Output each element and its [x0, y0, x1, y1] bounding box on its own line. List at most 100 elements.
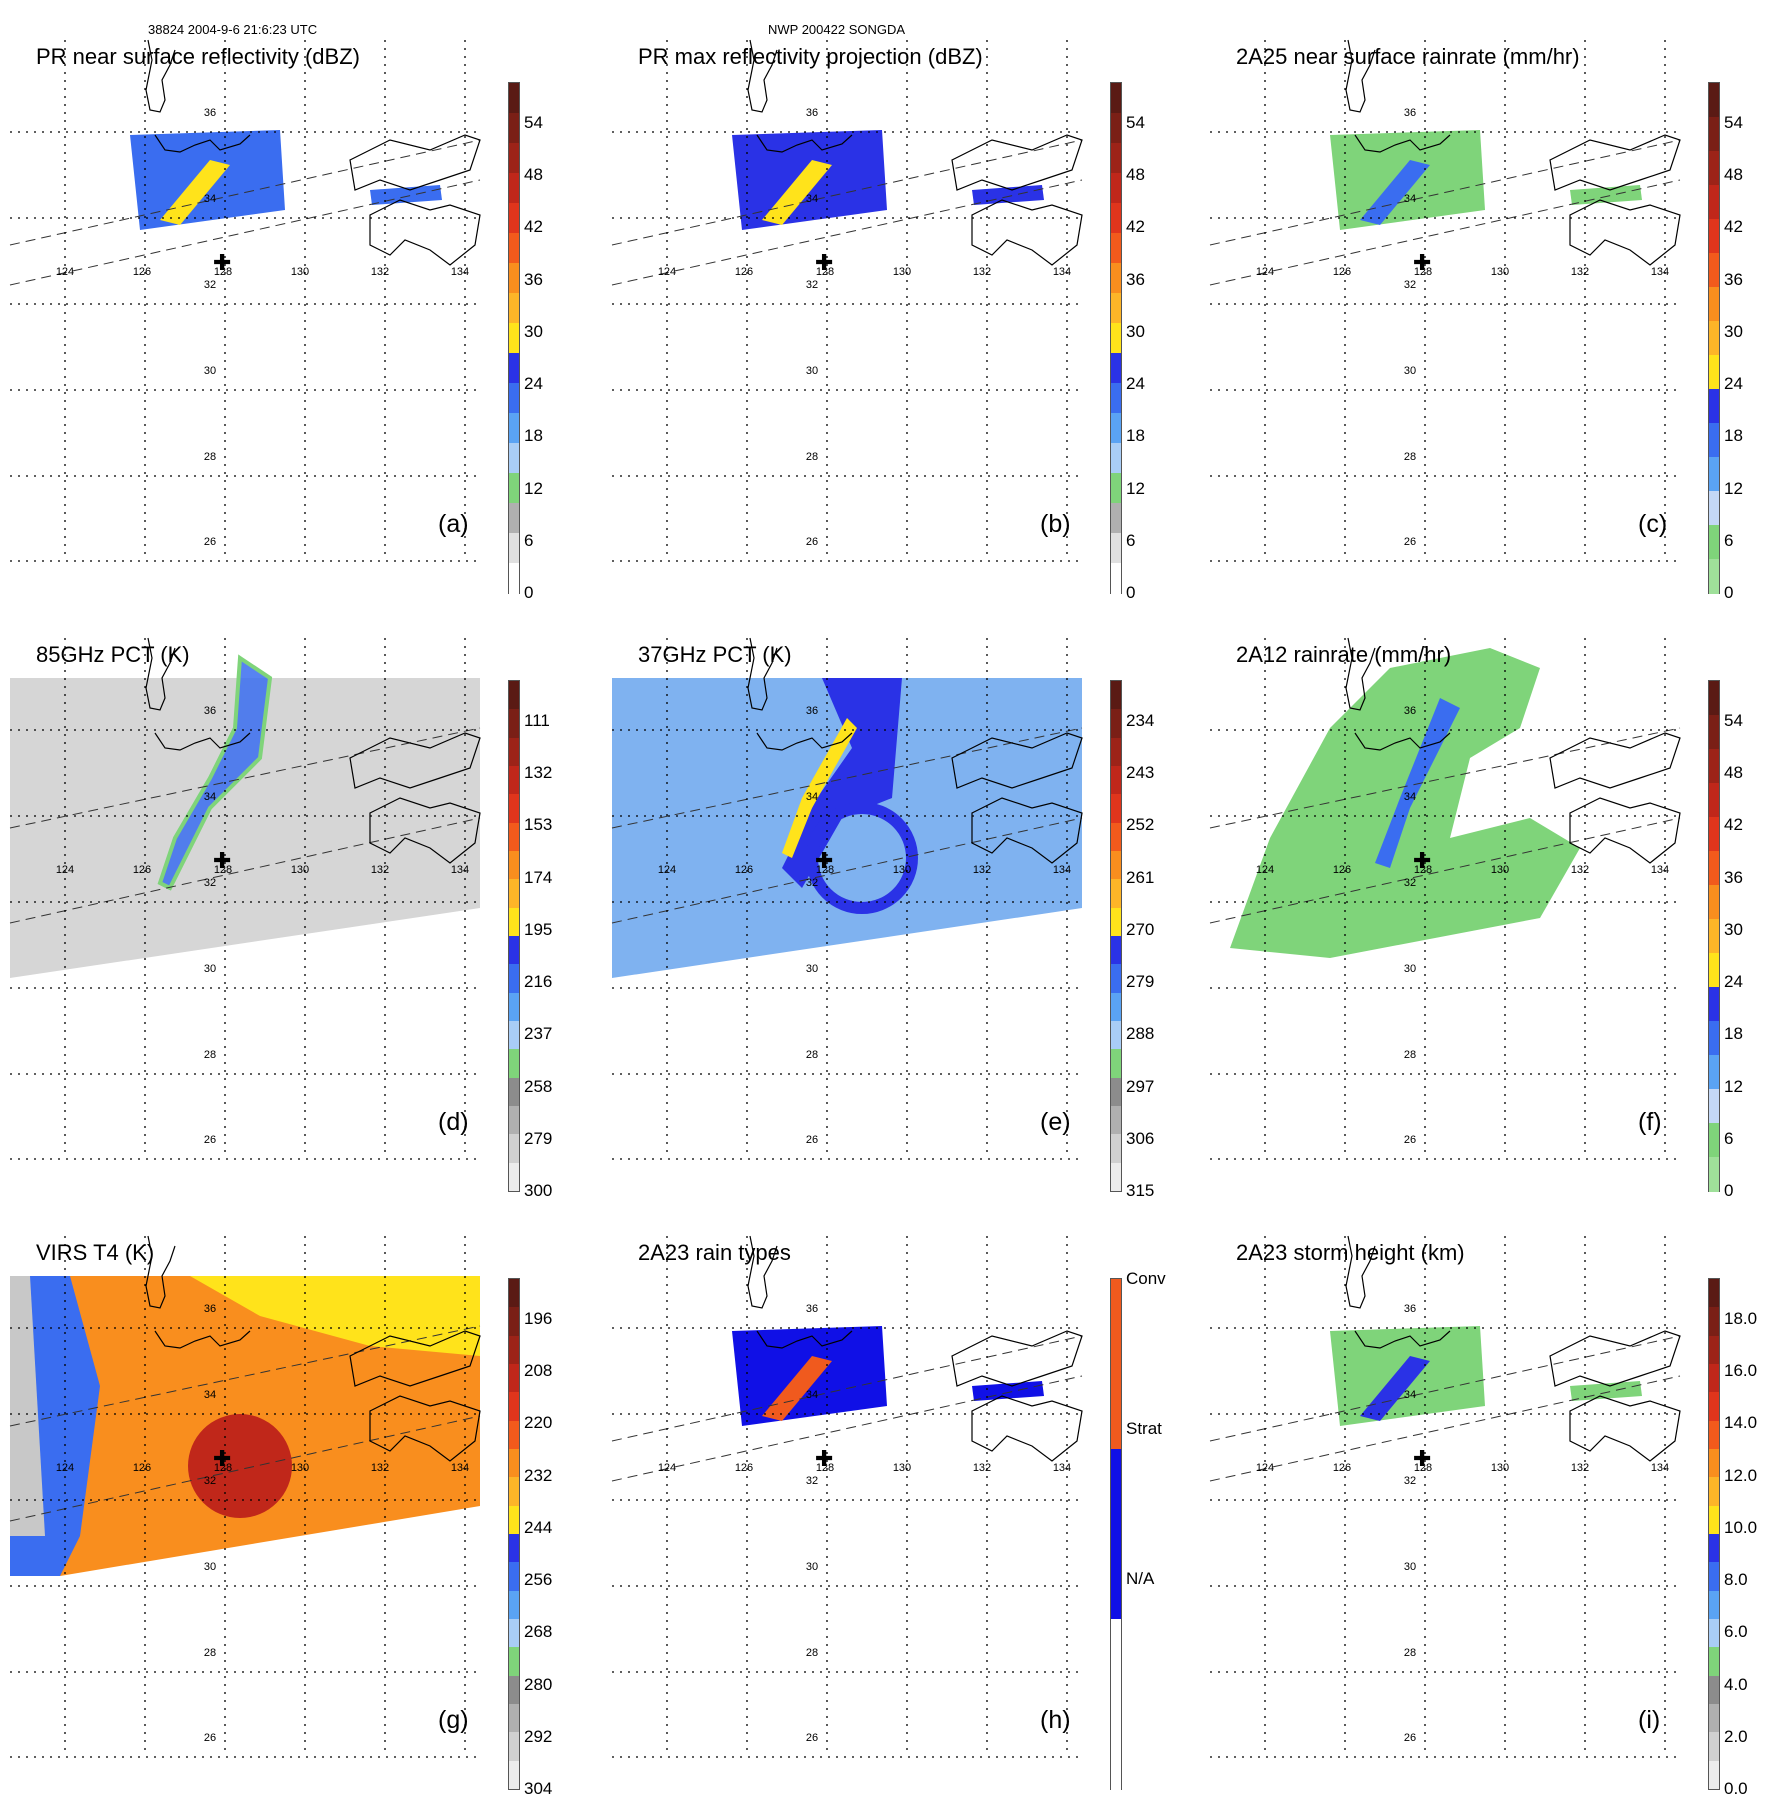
panel-title: 37GHz PCT (K)	[638, 642, 792, 667]
coastline-japan	[1549, 732, 1681, 864]
lat-label: 28	[806, 1647, 818, 1659]
colorbar-swatch	[1709, 1619, 1719, 1648]
colorbar-tick-label: 292	[524, 1726, 553, 1746]
colorbar-swatch	[1111, 992, 1121, 1022]
colorbar-swatch	[1709, 1055, 1719, 1090]
colorbar-tick-label: 12	[1724, 478, 1743, 498]
lon-label: 126	[735, 864, 753, 876]
map-a: ✚ 124 126 128 130 132 134 36 34 32 30 28 26	[9, 39, 481, 562]
colorbar-tick-label: 12	[1724, 1076, 1743, 1096]
colorbar-tick-label: 54	[524, 113, 543, 132]
colorbar	[508, 680, 520, 1192]
colorbar-swatch	[1709, 491, 1719, 526]
map-d: ✚ 124 126 128 130 132 134 36 34 32 30 28 26	[9, 637, 481, 1160]
colorbar-swatch	[1709, 1534, 1719, 1563]
swath-edge-south	[1209, 727, 1681, 829]
map-e: ✚ 124 126 128 130 132 134 36 34 32 30 28 26	[611, 637, 1083, 1160]
lon-label: 124	[1256, 266, 1274, 278]
panel-h: ✚ 124 126 128 130 132 134 36 34 32 30 28 26 2A23 rain…	[611, 1235, 1166, 1790]
swath-echo-east	[972, 185, 1044, 205]
colorbar-swatch	[1709, 1704, 1719, 1733]
colorbar-tick-label: 42	[1126, 217, 1145, 237]
colorbar-swatch	[1709, 1123, 1719, 1158]
colorbar-swatch	[1111, 503, 1121, 534]
lon-label: 134	[1651, 1462, 1669, 1474]
lon-label: 130	[1491, 864, 1509, 876]
coastline-japan	[349, 732, 481, 864]
colorbar-swatch	[1709, 919, 1719, 954]
lon-label: 132	[1571, 864, 1589, 876]
colorbar-swatch	[1709, 1089, 1719, 1124]
lat-label: 26	[806, 536, 818, 548]
colorbar-ticks: 234 243 252 261 270 279 288 297 306 315	[1126, 680, 1186, 1199]
colorbar-swatch	[1709, 1420, 1719, 1450]
colorbar-swatch	[509, 1420, 519, 1450]
colorbar-swatch	[509, 1675, 519, 1705]
colorbar-swatch	[509, 964, 519, 994]
colorbar-tick-label: 0	[1126, 583, 1136, 602]
colorbar-tick-label: 54	[1724, 113, 1743, 132]
colorbar-swatch	[1709, 219, 1719, 254]
swath-edge-south	[611, 727, 1083, 829]
lat-label: 28	[204, 1647, 216, 1659]
colorbar-swatch	[1709, 1732, 1719, 1762]
colorbar-tick-label: 279	[524, 1128, 553, 1148]
panel-title: 2A25 near surface rainrate (mm/hr)	[1236, 44, 1580, 69]
colorbar-swatch	[1111, 473, 1121, 504]
colorbar-tick-label: 304	[524, 1779, 553, 1798]
colorbar-swatch	[1709, 1392, 1719, 1422]
colorbar-tick-label: 6.0	[1724, 1622, 1748, 1642]
colorbar-ticks: 196 208 220 232 244 256 268 280 292 304	[524, 1278, 584, 1797]
colorbar-tick-label: 244	[524, 1517, 553, 1537]
colorbar-tick-label: 252	[1126, 815, 1155, 835]
lon-label: 130	[893, 864, 911, 876]
colorbar	[1708, 1278, 1720, 1790]
colorbar-swatch	[1111, 1619, 1121, 1790]
lon-label: 132	[973, 266, 991, 278]
colorbar-swatch	[1709, 559, 1719, 594]
colorbar-swatch	[1709, 749, 1719, 784]
lat-label: 36	[204, 705, 216, 717]
colorbar-swatch	[1709, 681, 1719, 716]
colorbar-swatch	[1709, 1157, 1719, 1192]
colorbar-swatch	[1111, 113, 1121, 144]
lat-label: 30	[204, 963, 216, 975]
swath-edge-north	[1209, 1335, 1681, 1442]
lon-label: 132	[371, 864, 389, 876]
panel-letter: (e)	[1040, 1108, 1071, 1136]
colorbar	[508, 82, 520, 594]
lat-label: 26	[1404, 1134, 1416, 1146]
lat-label: 32	[1404, 1475, 1416, 1487]
panel-letter: (d)	[438, 1108, 469, 1136]
colorbar-swatch	[1111, 563, 1121, 594]
colorbar-swatch	[509, 1477, 519, 1507]
colorbar-swatch	[1111, 1106, 1121, 1135]
colorbar-ticks: 54 48 42 36 30 24 18 12 6 0	[1724, 82, 1771, 601]
coastline-korea-south	[1354, 134, 1451, 153]
colorbar-swatch	[1709, 1364, 1719, 1393]
colorbar-swatch	[1111, 1134, 1121, 1164]
colorbar-swatch	[1709, 953, 1719, 988]
colorbar-swatch	[1709, 1021, 1719, 1056]
storm-center-icon: ✚	[1413, 849, 1431, 874]
colorbar-tick-label: 36	[524, 269, 543, 289]
map-b: ✚ 124 126 128 130 132 134 36 34 32 30 28 26	[611, 39, 1083, 562]
colorbar-tick-label: 36	[1126, 269, 1145, 289]
colorbar-swatch	[1709, 321, 1719, 356]
lat-label: 32	[204, 1475, 216, 1487]
colorbar-swatch	[1111, 413, 1121, 444]
swath-core	[1360, 1356, 1430, 1421]
colorbar-tick-label: 234	[1126, 711, 1155, 730]
colorbar-swatch	[1111, 143, 1121, 174]
panel-letter: (b)	[1040, 510, 1071, 538]
lon-label: 130	[291, 1462, 309, 1474]
colorbar-swatch	[1111, 1279, 1121, 1450]
panel-title: PR max reflectivity projection (dBZ)	[638, 44, 983, 69]
storm-center-icon: ✚	[815, 849, 833, 874]
colorbar-swatch	[509, 1307, 519, 1337]
colorbar-tick-label: 306	[1126, 1128, 1155, 1148]
colorbar-swatch	[1111, 203, 1121, 234]
lon-label: 124	[1256, 1462, 1274, 1474]
colorbar-tick-label: 54	[1724, 711, 1743, 730]
lat-label: 36	[806, 107, 818, 119]
